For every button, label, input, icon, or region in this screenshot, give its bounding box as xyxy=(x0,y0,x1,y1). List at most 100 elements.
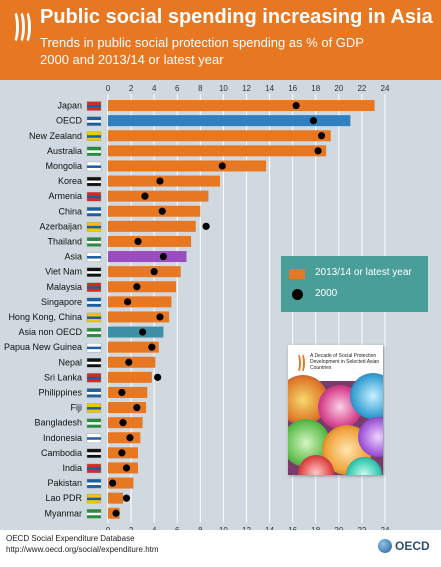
point-2000-lao-pdr xyxy=(122,494,131,502)
subtitle-line-2: 2000 and 2013/14 or latest year xyxy=(40,52,224,67)
point-2000-sri-lanka xyxy=(154,373,162,381)
bar-singapore xyxy=(108,296,172,308)
bar-azerbaijan xyxy=(108,220,196,232)
point-2000-china xyxy=(158,207,166,215)
category-label-nepal: Nepal xyxy=(58,357,82,367)
point-2000-korea xyxy=(156,177,164,185)
category-label-australia: Australia xyxy=(47,146,82,156)
category-label-thailand: Thailand xyxy=(47,236,82,246)
cover-title: A Decade of Social Protection Developmen… xyxy=(310,353,380,371)
report-cover-image: A Decade of Social Protection Developmen… xyxy=(288,345,383,475)
x-tick-top-16: 16 xyxy=(288,84,297,93)
point-2000-oecd xyxy=(309,117,318,125)
flag-stripe-icon-korea xyxy=(87,180,101,184)
legend-label-2000: 2000 xyxy=(315,288,338,299)
x-tick-top-22: 22 xyxy=(357,84,366,93)
x-tick-bottom-8: 8 xyxy=(198,526,203,530)
header-banner: Public social spending increasing in Asi… xyxy=(0,0,441,80)
x-tick-top-0: 0 xyxy=(106,84,111,93)
point-2000-papua-new-guinea xyxy=(148,343,156,351)
category-label-pakistan: Pakistan xyxy=(47,478,82,488)
flag-stripe-icon-singapore xyxy=(87,301,101,304)
oecd-logo: OECD xyxy=(378,537,438,557)
x-tick-bottom-12: 12 xyxy=(242,526,251,530)
point-2000-indonesia xyxy=(126,434,134,442)
point-2000-azerbaijan xyxy=(202,222,210,230)
flag-stripe-icon-nepal xyxy=(87,361,101,365)
x-tick-top-20: 20 xyxy=(334,84,343,93)
bar-mongolia xyxy=(108,160,267,172)
flag-stripe-icon-asia-non-oecd xyxy=(87,331,101,335)
bar-thailand xyxy=(108,235,192,247)
bar-sri-lanka xyxy=(108,371,152,383)
point-2000-cambodia xyxy=(118,449,126,457)
flag-stripe-icon-fiji xyxy=(87,407,101,410)
x-tick-top-14: 14 xyxy=(265,84,274,93)
point-2000-myanmar xyxy=(112,509,120,517)
flag-stripe-icon-viet-nam xyxy=(87,271,101,274)
bar-pakistan xyxy=(108,477,134,489)
category-label-japan: Japan xyxy=(57,101,82,111)
flag-stripe-icon-new-zealand xyxy=(87,135,101,138)
point-2000-australia xyxy=(314,147,322,155)
point-2000-japan xyxy=(292,101,300,110)
point-2000-philippines xyxy=(118,388,126,397)
flag-stripe-icon-lao-pdr xyxy=(87,497,101,501)
x-tick-top-12: 12 xyxy=(242,84,251,93)
x-tick-bottom-16: 16 xyxy=(288,526,297,530)
category-label-fiji: Fiji xyxy=(71,403,83,413)
x-tick-top-4: 4 xyxy=(152,84,157,93)
x-tick-top-24: 24 xyxy=(381,84,390,93)
point-2000-hong-kong-china xyxy=(156,313,164,321)
category-label-sri-lanka: Sri Lanka xyxy=(44,372,82,382)
bar-asia xyxy=(108,251,187,263)
legend: 2013/14 or latest year 2000 xyxy=(281,256,428,312)
category-label-korea: Korea xyxy=(58,176,82,186)
x-tick-top-8: 8 xyxy=(198,84,203,93)
oecd-arcs-icon xyxy=(8,10,31,44)
flag-stripe-icon-papua-new-guinea xyxy=(87,346,101,350)
legend-dot-black xyxy=(292,289,303,300)
point-2000-malaysia xyxy=(133,283,141,291)
bar-chart: 0022446688101012121414161618182020222224… xyxy=(4,84,390,530)
flag-stripe-icon-india xyxy=(87,467,101,470)
flag-stripe-icon-cambodia xyxy=(87,452,101,455)
bar-hong-kong-china xyxy=(108,311,170,323)
legend-label-latest: 2013/14 or latest year xyxy=(315,267,412,278)
flag-stripe-icon-malaysia xyxy=(87,286,101,289)
source-url[interactable]: http://www.oecd.org/social/expenditure.h… xyxy=(6,545,159,554)
category-label-bangladesh: Bangladesh xyxy=(34,418,82,428)
category-label-armenia: Armenia xyxy=(48,191,82,201)
oecd-logo-text: OECD xyxy=(395,539,430,553)
bar-fiji xyxy=(108,402,147,414)
bar-viet-nam xyxy=(108,266,181,278)
subtitle-line-1: Trends in public social protection spend… xyxy=(40,35,364,50)
bar-china xyxy=(108,205,201,217)
point-2000-armenia xyxy=(141,192,149,200)
flag-stripe-icon-bangladesh xyxy=(87,422,101,425)
category-label-cambodia: Cambodia xyxy=(41,448,82,458)
bar-papua-new-guinea xyxy=(108,341,159,353)
x-tick-top-6: 6 xyxy=(175,84,180,93)
flag-stripe-icon-philippines xyxy=(87,391,101,395)
cover-oecd-icon xyxy=(294,353,305,373)
category-label-azerbaijan: Azerbaijan xyxy=(39,221,82,231)
x-tick-top-2: 2 xyxy=(129,84,134,93)
flag-stripe-icon-japan xyxy=(87,105,101,108)
category-label-malaysia: Malaysia xyxy=(46,282,82,292)
category-label-new-zealand: New Zealand xyxy=(29,131,82,141)
flag-stripe-icon-indonesia xyxy=(87,437,101,440)
flag-stripe-icon-azerbaijan xyxy=(87,225,101,229)
x-tick-bottom-4: 4 xyxy=(152,526,157,530)
flag-stripe-icon-oecd xyxy=(87,120,101,123)
bar-armenia xyxy=(108,190,209,202)
flag-stripe-icon-sri-lanka xyxy=(87,376,101,380)
bar-philippines xyxy=(108,386,148,398)
x-tick-bottom-20: 20 xyxy=(334,526,343,530)
x-tick-top-10: 10 xyxy=(219,84,228,93)
flag-stripe-icon-armenia xyxy=(87,195,101,199)
flag-stripe-icon-myanmar xyxy=(87,512,101,516)
x-tick-bottom-18: 18 xyxy=(311,526,320,530)
point-2000-singapore xyxy=(124,298,132,306)
